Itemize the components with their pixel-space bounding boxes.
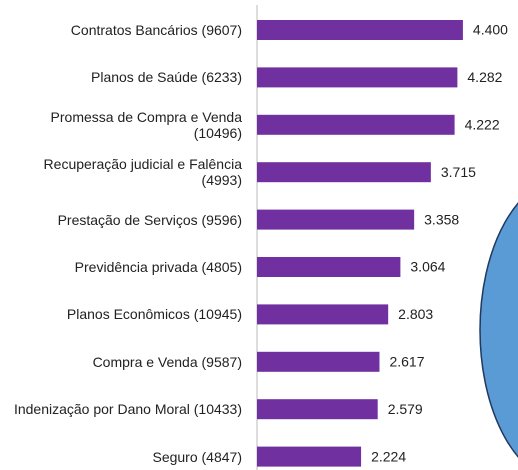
category-label: Seguro (4847) [152,448,242,465]
bar [257,257,401,277]
value-label: 3.064 [410,259,445,275]
bar [257,67,458,88]
value-label: 3.715 [441,164,476,180]
decoration-circle [479,202,518,458]
category-label: Promessa de Compra e Venda (10496) [50,108,242,141]
category-label: Contratos Bancários (9607) [70,22,242,38]
bar [257,20,463,40]
bar [257,304,389,325]
category-label: Planos de Saúde (6233) [91,69,242,86]
category-label: Indenização por Dano Moral (10433) [13,401,242,418]
value-label: 4.222 [465,117,500,133]
category-label: Compra e Venda (9587) [92,353,242,370]
bar [257,162,431,183]
bar [257,446,362,467]
value-label: 4.282 [467,69,502,85]
value-label: 2.224 [371,448,406,464]
value-label: 4.400 [473,22,508,38]
bar [257,209,415,230]
value-label: 2.803 [398,306,433,322]
value-label: 2.617 [389,354,424,370]
category-label: Planos Econômicos (10945) [66,306,242,323]
category-label: Prestação de Serviços (9596) [57,211,242,228]
bar [257,351,380,372]
category-label: Recuperação judicial e Falência (4993) [43,156,242,189]
value-label: 3.358 [424,211,459,227]
bar [257,399,378,420]
category-label: Previdência privada (4805) [74,259,242,275]
bar [257,114,455,135]
value-label: 2.579 [388,401,423,417]
